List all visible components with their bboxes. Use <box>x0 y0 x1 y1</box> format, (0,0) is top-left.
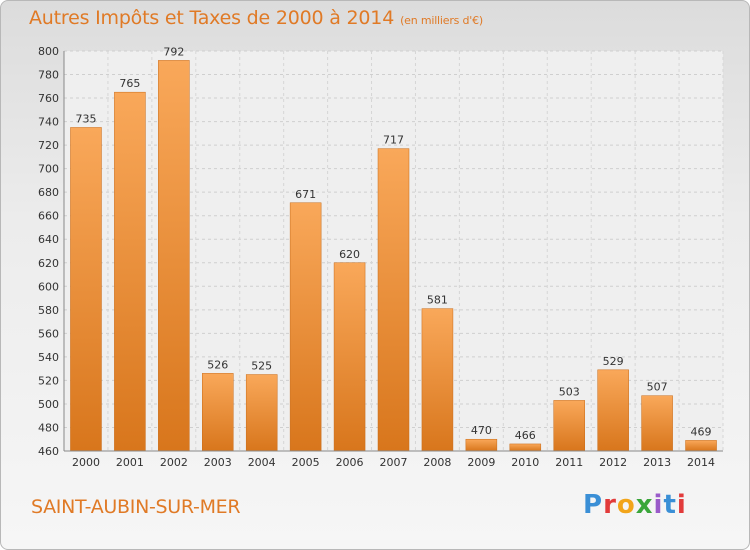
x-tick-label-2005: 2005 <box>292 456 320 469</box>
bar-2003 <box>202 373 234 452</box>
y-tick-label: 800 <box>38 45 59 58</box>
y-tick-label: 720 <box>38 139 59 152</box>
y-tick-label: 460 <box>38 445 59 458</box>
x-tick-label-2009: 2009 <box>467 456 495 469</box>
y-tick-label: 780 <box>38 69 59 82</box>
bar-2008 <box>421 308 454 452</box>
x-tick-label-2002: 2002 <box>160 456 188 469</box>
y-tick-label: 480 <box>38 421 59 434</box>
value-label-2005: 671 <box>295 188 316 201</box>
value-label-2009: 470 <box>471 424 492 437</box>
x-tick-label-2000: 2000 <box>72 456 100 469</box>
value-label-2002: 792 <box>163 45 184 58</box>
chart-title: Autres Impôts et Taxes de 2000 à 2014 (en… <box>29 7 483 29</box>
bar-layer: 735 765 792 526 525 671 620 717 581 470 466 503 529 5… <box>70 45 717 452</box>
proxiti-logo[interactable]: Proxiti <box>583 490 687 520</box>
x-tick-label-2001: 2001 <box>116 456 144 469</box>
chart-subtitle: (en milliers d'€) <box>400 14 483 27</box>
value-label-2014: 469 <box>691 425 712 438</box>
value-label-2008: 581 <box>427 294 448 307</box>
bar-2005 <box>289 202 322 452</box>
bar-2010 <box>509 443 542 452</box>
bar-2004 <box>245 374 278 452</box>
value-label-2011: 503 <box>559 385 580 398</box>
bar-2007 <box>377 148 410 452</box>
value-label-2007: 717 <box>383 134 404 147</box>
x-tick-label-2008: 2008 <box>423 456 451 469</box>
y-tick-label: 580 <box>38 304 59 317</box>
y-tick-label: 600 <box>38 280 59 293</box>
x-tick-label-2011: 2011 <box>555 456 583 469</box>
y-tick-label: 560 <box>38 327 59 340</box>
y-tick-label: 700 <box>38 163 59 176</box>
x-tick-label-2003: 2003 <box>204 456 232 469</box>
value-label-2003: 526 <box>207 358 228 371</box>
axis-layer: 460 480 500 520 540 560 580 600 620 640 660 680 700 7… <box>38 45 723 469</box>
bar-2009 <box>465 438 498 452</box>
bar-2013 <box>641 395 673 452</box>
bar-2000 <box>70 127 102 452</box>
value-label-2004: 525 <box>251 360 272 373</box>
y-tick-label: 520 <box>38 374 59 387</box>
value-label-2001: 765 <box>119 77 140 90</box>
y-tick-label: 660 <box>38 210 59 223</box>
x-tick-label-2004: 2004 <box>248 456 276 469</box>
bar-2014 <box>685 440 717 452</box>
y-tick-label: 540 <box>38 351 59 364</box>
x-tick-label-2013: 2013 <box>643 456 671 469</box>
value-label-2010: 466 <box>515 429 536 442</box>
y-tick-label: 640 <box>38 233 59 246</box>
y-tick-label: 500 <box>38 398 59 411</box>
x-tick-label-2014: 2014 <box>687 456 715 469</box>
x-tick-label-2012: 2012 <box>599 456 627 469</box>
bar-2001 <box>114 91 146 452</box>
x-tick-label-2010: 2010 <box>511 456 539 469</box>
bar-2006 <box>333 262 366 452</box>
bar-2012 <box>597 369 629 452</box>
city-name: SAINT-AUBIN-SUR-MER <box>31 496 241 518</box>
value-label-2012: 529 <box>603 355 624 368</box>
bar-2002 <box>158 60 190 452</box>
value-label-2006: 620 <box>339 248 360 261</box>
chart-title-text: Autres Impôts et Taxes de 2000 à 2014 <box>29 7 395 29</box>
bar-2011 <box>553 400 585 452</box>
y-tick-label: 620 <box>38 257 59 270</box>
x-tick-label-2006: 2006 <box>336 456 364 469</box>
value-label-2013: 507 <box>647 381 668 394</box>
y-tick-label: 680 <box>38 186 59 199</box>
x-tick-label-2007: 2007 <box>380 456 408 469</box>
y-tick-label: 740 <box>38 116 59 129</box>
value-label-2000: 735 <box>75 112 96 125</box>
y-tick-label: 760 <box>38 92 59 105</box>
